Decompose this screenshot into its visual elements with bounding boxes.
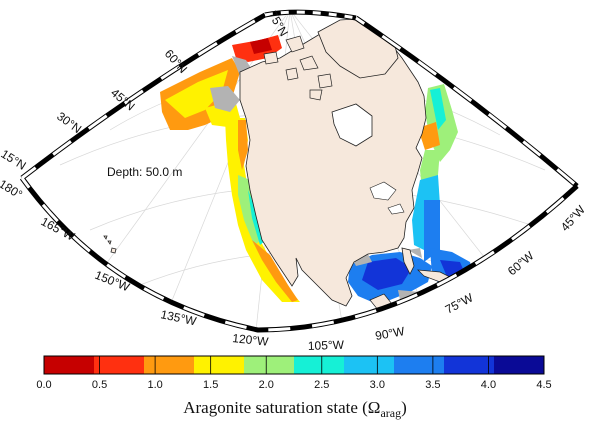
colorbar-tick-label: 3.0 [370,379,385,391]
colorbar-tick-label: 3.5 [425,379,440,391]
colorbar-cell [144,356,195,374]
colorbar-cell [494,356,545,374]
lon-label-45w: 45°W [558,202,589,234]
lon-label-105w: 105°W [308,338,345,353]
colorbar-cell [394,356,445,374]
colorbar-cell [194,356,245,374]
colorbar-tick-label: 4.0 [481,379,496,391]
lon-label-120w: 120°W [232,331,270,349]
colorbar-title-sub: arag [380,406,401,420]
colorbar-tick-label: 1.5 [203,379,218,391]
colorbar: 0.0 0.5 1.0 1.5 2.0 2.5 3.0 3.5 4.0 4.5 Aragonite… [36,355,552,420]
frame-border [19,9,579,333]
colorbar-cell [444,356,495,374]
colorbar-tick-label: 4.5 [536,379,551,391]
colorbar-title-close: ) [401,398,407,417]
colorbar-cell [244,356,295,374]
lon-label-75w: 75°W [443,290,476,317]
lat-label-15n: 15°N [0,147,29,173]
colorbar-cell [44,356,95,374]
saturation-field [160,35,474,302]
lon-label-90w: 90°W [374,324,406,343]
land [103,17,458,311]
colorbar-ticks: 0.0 0.5 1.0 1.5 2.0 2.5 3.0 3.5 4.0 4.5 [36,356,552,391]
colorbar-cells [44,356,545,374]
colorbar-tick-label: 0.0 [36,379,51,391]
hudson-bay [331,103,373,147]
lon-label-60w: 60°W [505,248,537,278]
colorbar-cell [94,356,145,374]
colorbar-title-main: Aragonite saturation state (Ω [183,398,380,417]
great-lakes [369,181,397,201]
depth-label: Depth: 50.0 m [107,165,182,179]
colorbar-tick-label: 0.5 [92,379,107,391]
colorbar-cell [344,356,395,374]
florida [401,247,415,275]
colorbar-tick-label: 2.0 [259,379,274,391]
colorbar-title: Aragonite saturation state (Ωarag) [183,398,407,420]
colorbar-tick-label: 1.0 [147,379,162,391]
colorbar-cell [294,356,345,374]
colorbar-tick-label: 2.5 [314,379,329,391]
